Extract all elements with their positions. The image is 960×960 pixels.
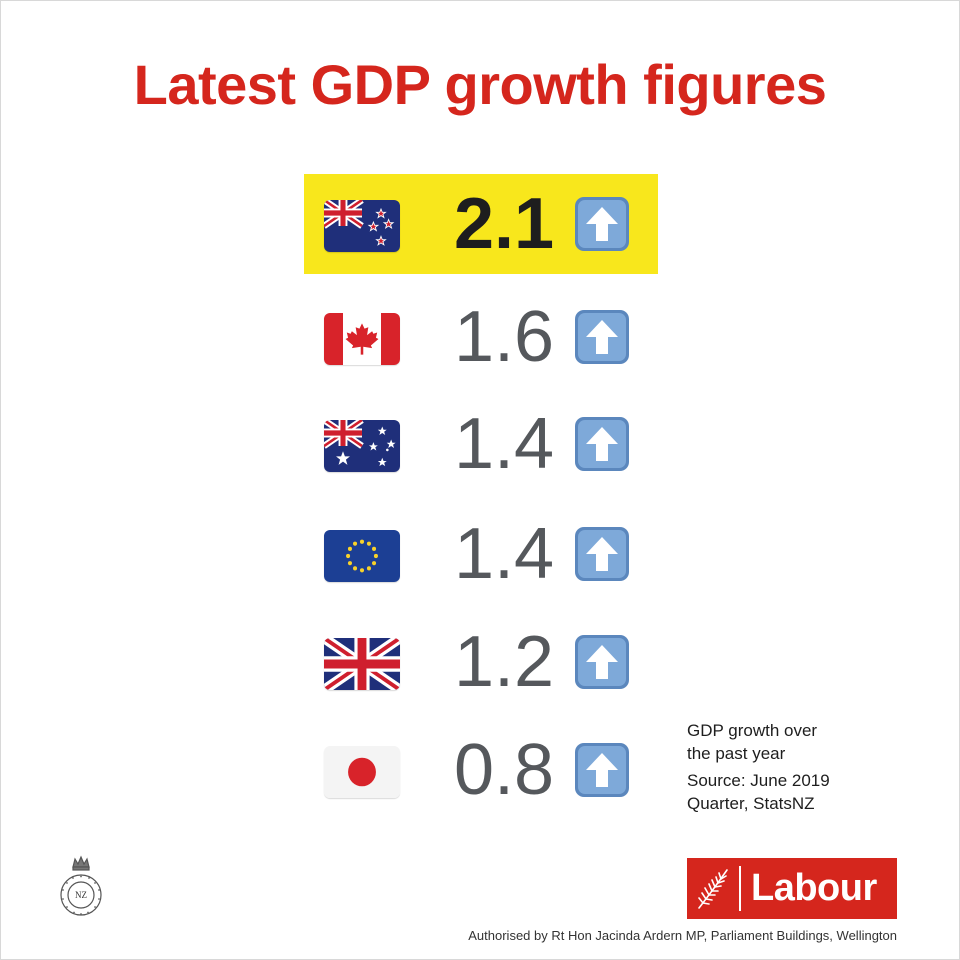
authorisation-statement: Authorised by Rt Hon Jacinda Ardern MP, …	[468, 928, 897, 943]
page-title: Latest GDP growth figures	[133, 53, 827, 116]
gdp-row-european-union: 1.4	[304, 504, 658, 604]
gdp-value: 1.4	[453, 514, 555, 594]
united-kingdom-flag-icon	[324, 638, 400, 690]
gdp-row-new-zealand: 2.1	[304, 174, 658, 274]
house-of-representatives-seal-icon: NZ	[51, 853, 111, 923]
up-arrow-icon	[574, 196, 630, 252]
japan-flag-icon	[324, 746, 400, 798]
source-note: GDP growth over the past year Source: Ju…	[687, 719, 887, 815]
logo-divider	[739, 866, 741, 911]
gdp-value: 1.2	[453, 622, 555, 702]
labour-logo: Labour	[687, 858, 897, 919]
up-arrow-icon	[574, 526, 630, 582]
note-line: Quarter, StatsNZ	[687, 794, 815, 813]
gdp-value: 1.6	[453, 297, 555, 377]
european-union-flag-icon	[324, 530, 400, 582]
up-arrow-icon	[574, 742, 630, 798]
up-arrow-icon	[574, 309, 630, 365]
gdp-row-japan: 0.8	[304, 720, 658, 820]
australia-flag-icon	[324, 420, 400, 472]
logo-text: Labour	[751, 867, 877, 909]
up-arrow-icon	[574, 634, 630, 690]
fern-icon	[687, 858, 739, 919]
seal-label: NZ	[75, 890, 87, 900]
canada-flag-icon	[324, 313, 400, 365]
gdp-value: 2.1	[453, 184, 555, 264]
note-line: GDP growth over	[687, 721, 818, 740]
gdp-value: 0.8	[453, 730, 555, 810]
gdp-row-united-kingdom: 1.2	[304, 612, 658, 712]
gdp-row-canada: 1.6	[304, 287, 658, 387]
gdp-row-australia: 1.4	[304, 394, 658, 494]
gdp-value: 1.4	[453, 404, 555, 484]
note-line: Source: June 2019	[687, 771, 830, 790]
note-line: the past year	[687, 744, 786, 763]
new-zealand-flag-icon	[324, 200, 400, 252]
up-arrow-icon	[574, 416, 630, 472]
